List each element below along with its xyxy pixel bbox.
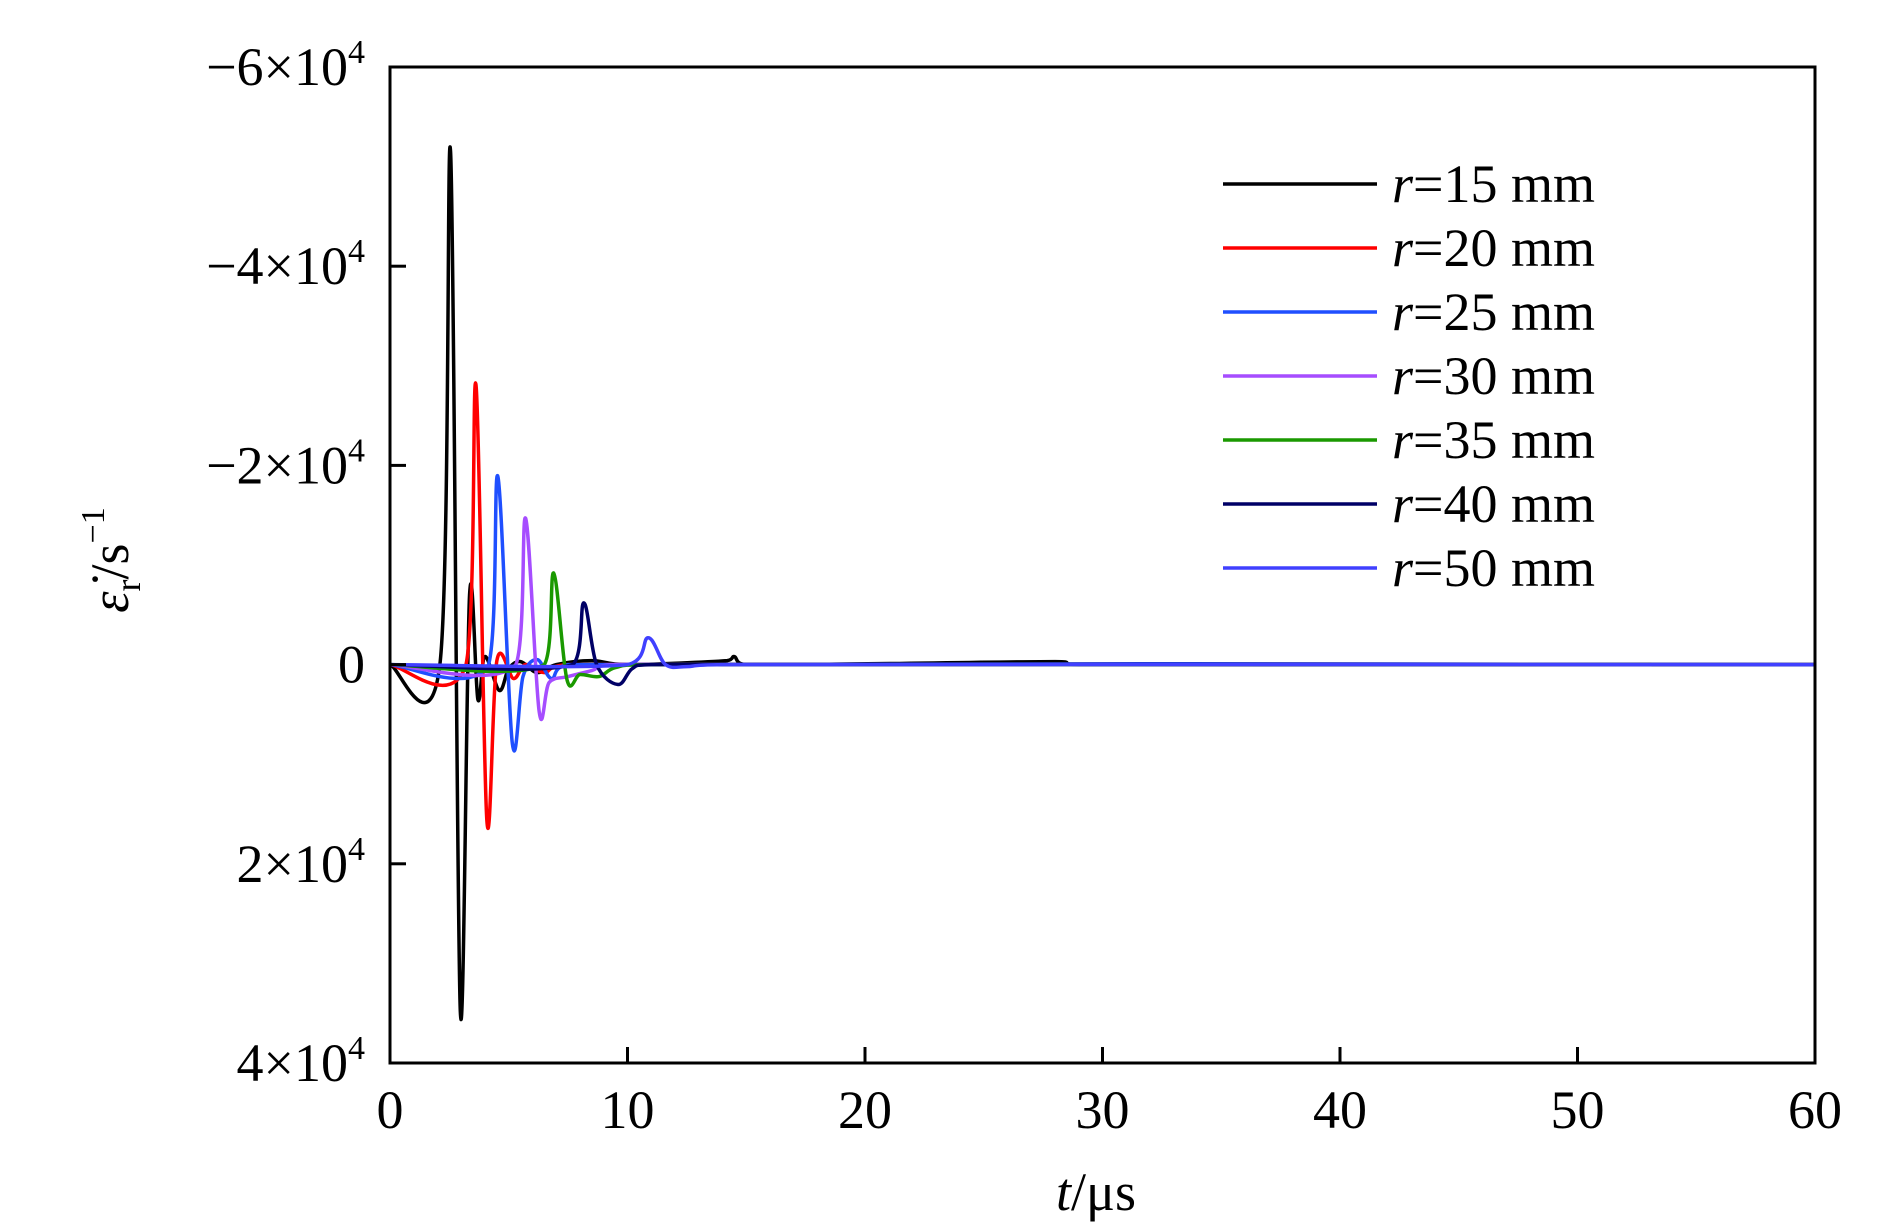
x-tick-label: 40	[1313, 1080, 1367, 1140]
x-tick-label: 50	[1551, 1080, 1605, 1140]
y-tick-label: 0	[338, 635, 365, 695]
legend-label: r=35 mm	[1392, 410, 1595, 470]
series-layer	[389, 145, 1816, 1022]
legend-label: r=50 mm	[1392, 538, 1595, 598]
plot-frame	[388, 65, 1817, 1065]
y-tick-label: 4×104	[237, 1030, 365, 1093]
legend-item: r=50 mm	[1223, 538, 1595, 598]
y-tick-label: 2×104	[237, 831, 365, 894]
legend-label: r=25 mm	[1392, 282, 1595, 342]
series-line-r-35-mm	[389, 571, 1816, 688]
y-axis-ticks: −6×104 −4×104 −2×104 0 2×104 4×104	[206, 34, 406, 1093]
y-tick-label: −2×104	[206, 432, 365, 495]
legend-label: r=30 mm	[1392, 346, 1595, 406]
series-line-r-25-mm	[389, 474, 1816, 753]
legend-label: r=40 mm	[1392, 474, 1595, 534]
x-axis-title: t/μs	[1056, 1162, 1136, 1222]
legend-label: r=20 mm	[1392, 218, 1595, 278]
legend-item: r=25 mm	[1223, 282, 1595, 342]
legend: r=15 mmr=20 mmr=25 mmr=30 mmr=35 mmr=40 …	[1223, 154, 1595, 598]
legend-item: r=30 mm	[1223, 346, 1595, 406]
x-tick-label: 30	[1076, 1080, 1130, 1140]
x-tick-label: 10	[601, 1080, 655, 1140]
y-tick-label: −6×104	[206, 34, 365, 97]
x-axis-ticks: 0 10 20 30 40 50 60	[377, 1047, 1842, 1140]
legend-label: r=15 mm	[1392, 154, 1595, 214]
series-line-r-30-mm	[389, 516, 1816, 722]
x-tick-label: 0	[377, 1080, 404, 1140]
y-tick-label: −4×104	[206, 233, 365, 296]
series-line-r-20-mm	[389, 381, 1816, 831]
series-line-r-15-mm	[389, 145, 1816, 1022]
y-axis-title: ε̇r/s−1	[75, 507, 148, 613]
x-tick-label: 60	[1788, 1080, 1842, 1140]
x-tick-label: 20	[838, 1080, 892, 1140]
legend-item: r=35 mm	[1223, 410, 1595, 470]
series-line-r-50-mm	[389, 635, 1816, 670]
legend-item: r=40 mm	[1223, 474, 1595, 534]
legend-item: r=20 mm	[1223, 218, 1595, 278]
legend-item: r=15 mm	[1223, 154, 1595, 214]
